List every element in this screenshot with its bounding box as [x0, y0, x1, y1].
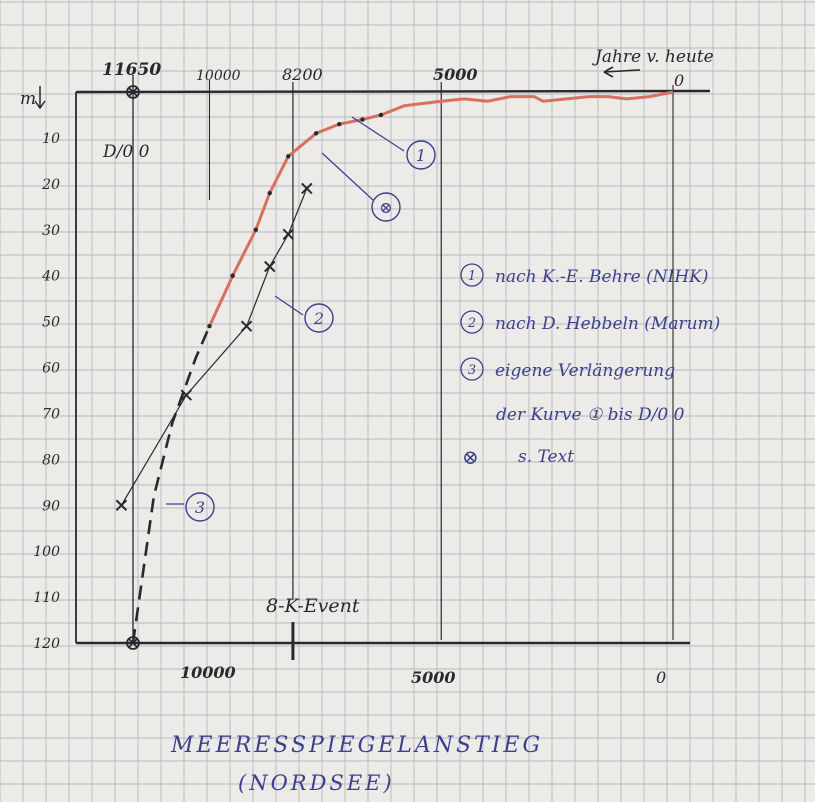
series-1-line	[208, 90, 674, 327]
legend-item-x: ⊗ s. Text	[462, 445, 574, 469]
y-tick-label: 100	[33, 544, 60, 560]
legend-marker-1: 1	[468, 269, 476, 284]
curve-label-2: 2	[274, 295, 334, 333]
legend-marker-x: ⊗	[462, 445, 479, 469]
y-tick-label: 90	[42, 498, 60, 514]
legend-item-3: 3 eigene Verlängerung	[460, 357, 675, 381]
y-tick-labels: 10 20 30 40 50 60 70 80 90 100 110 120	[33, 131, 60, 652]
curve-label-1-text: 1	[416, 146, 426, 165]
y-unit-label: m	[20, 89, 36, 109]
series-2-point	[301, 182, 313, 195]
series-1-point	[207, 323, 212, 329]
series-2-point	[264, 260, 276, 273]
curve-label-1: 1	[351, 116, 436, 170]
legend-text-2: nach D. Hebbeln (Marum)	[495, 314, 720, 334]
legend-text-3: eigene Verlängerung	[495, 361, 675, 381]
series-layer	[115, 85, 674, 650]
legend-text-3-cont: der Kurve ① bis D/0 0	[496, 405, 685, 425]
series-2-point	[180, 389, 193, 401]
bottom-tick-label-5000: 5000	[411, 668, 456, 687]
y-unit-arrow	[34, 86, 46, 110]
series-2-point	[282, 228, 294, 241]
y-tick-label: 20	[41, 177, 60, 193]
top-marker-cross	[128, 87, 138, 97]
series-3-line	[131, 325, 211, 644]
series-2-point	[115, 499, 128, 511]
special-point-cross	[128, 638, 138, 648]
series-1-point	[337, 121, 342, 127]
legend-item-1: 1 nach K.-E. Behre (NIHK)	[460, 263, 709, 287]
curve-label-3-text: 3	[195, 498, 205, 517]
series-1-point	[267, 190, 272, 196]
top-tick-label-5000: 5000	[433, 65, 478, 84]
top-tick-label-0: 0	[674, 71, 684, 90]
y-tick-label: 40	[41, 269, 60, 285]
legend-item-2: 2 nach D. Hebbeln (Marum)	[460, 310, 720, 334]
y-tick-label: 120	[33, 636, 60, 652]
series-1-point	[360, 117, 365, 122]
top-axis-arrow	[603, 66, 641, 78]
legend-marker-2: 2	[467, 316, 476, 331]
legend-text-x: s. Text	[518, 447, 574, 467]
series-1-point	[230, 273, 235, 278]
y-tick-label: 110	[33, 590, 60, 606]
top-tick-label-11650: 11650	[102, 60, 161, 80]
y-tick-label: 50	[42, 315, 60, 331]
bottom-tick-label-0: 0	[656, 668, 666, 687]
bottom-tick-label-10000: 10000	[180, 663, 236, 682]
event-label: 8-K-Event	[266, 595, 360, 617]
series-1-point	[313, 131, 319, 136]
legend-marker-3: 3	[468, 363, 476, 378]
y-tick-label: 30	[42, 223, 60, 239]
y-tick-label: 80	[42, 452, 60, 468]
y-tick-label: 10	[42, 131, 60, 147]
legend: 1 nach K.-E. Behre (NIHK) 2 nach D. Hebb…	[460, 263, 720, 469]
top-tick-label-10000: 10000	[196, 68, 241, 84]
top-axis-label: Jahre v. heute	[592, 47, 714, 67]
y-tick-label: 70	[42, 406, 60, 422]
legend-item-3-cont: der Kurve ① bis D/0 0	[496, 405, 685, 425]
curve-label-3: 3	[166, 492, 215, 522]
top-axis-line	[75, 89, 711, 94]
curve-label-2-text: 2	[313, 309, 324, 328]
chart-subtitle: (NORDSEE)	[238, 771, 395, 795]
series-1-point	[253, 227, 259, 232]
series-2-point	[240, 320, 253, 332]
series-1-point	[378, 112, 384, 118]
curve-label-x: ⊗	[321, 152, 401, 222]
series-1-point	[286, 154, 291, 159]
chart-title: MEERESSPIEGELANSTIEG	[170, 733, 543, 758]
chart-axes	[75, 75, 711, 660]
special-point-ring	[126, 636, 140, 650]
legend-text-1: nach K.-E. Behre (NIHK)	[495, 267, 709, 287]
d00-label: D/0 0	[102, 142, 150, 162]
curve-label-x-text: ⊗	[379, 198, 392, 217]
y-tick-label: 60	[42, 361, 60, 377]
top-marker-ring	[126, 85, 140, 99]
top-tick-label-8200: 8200	[282, 65, 323, 84]
